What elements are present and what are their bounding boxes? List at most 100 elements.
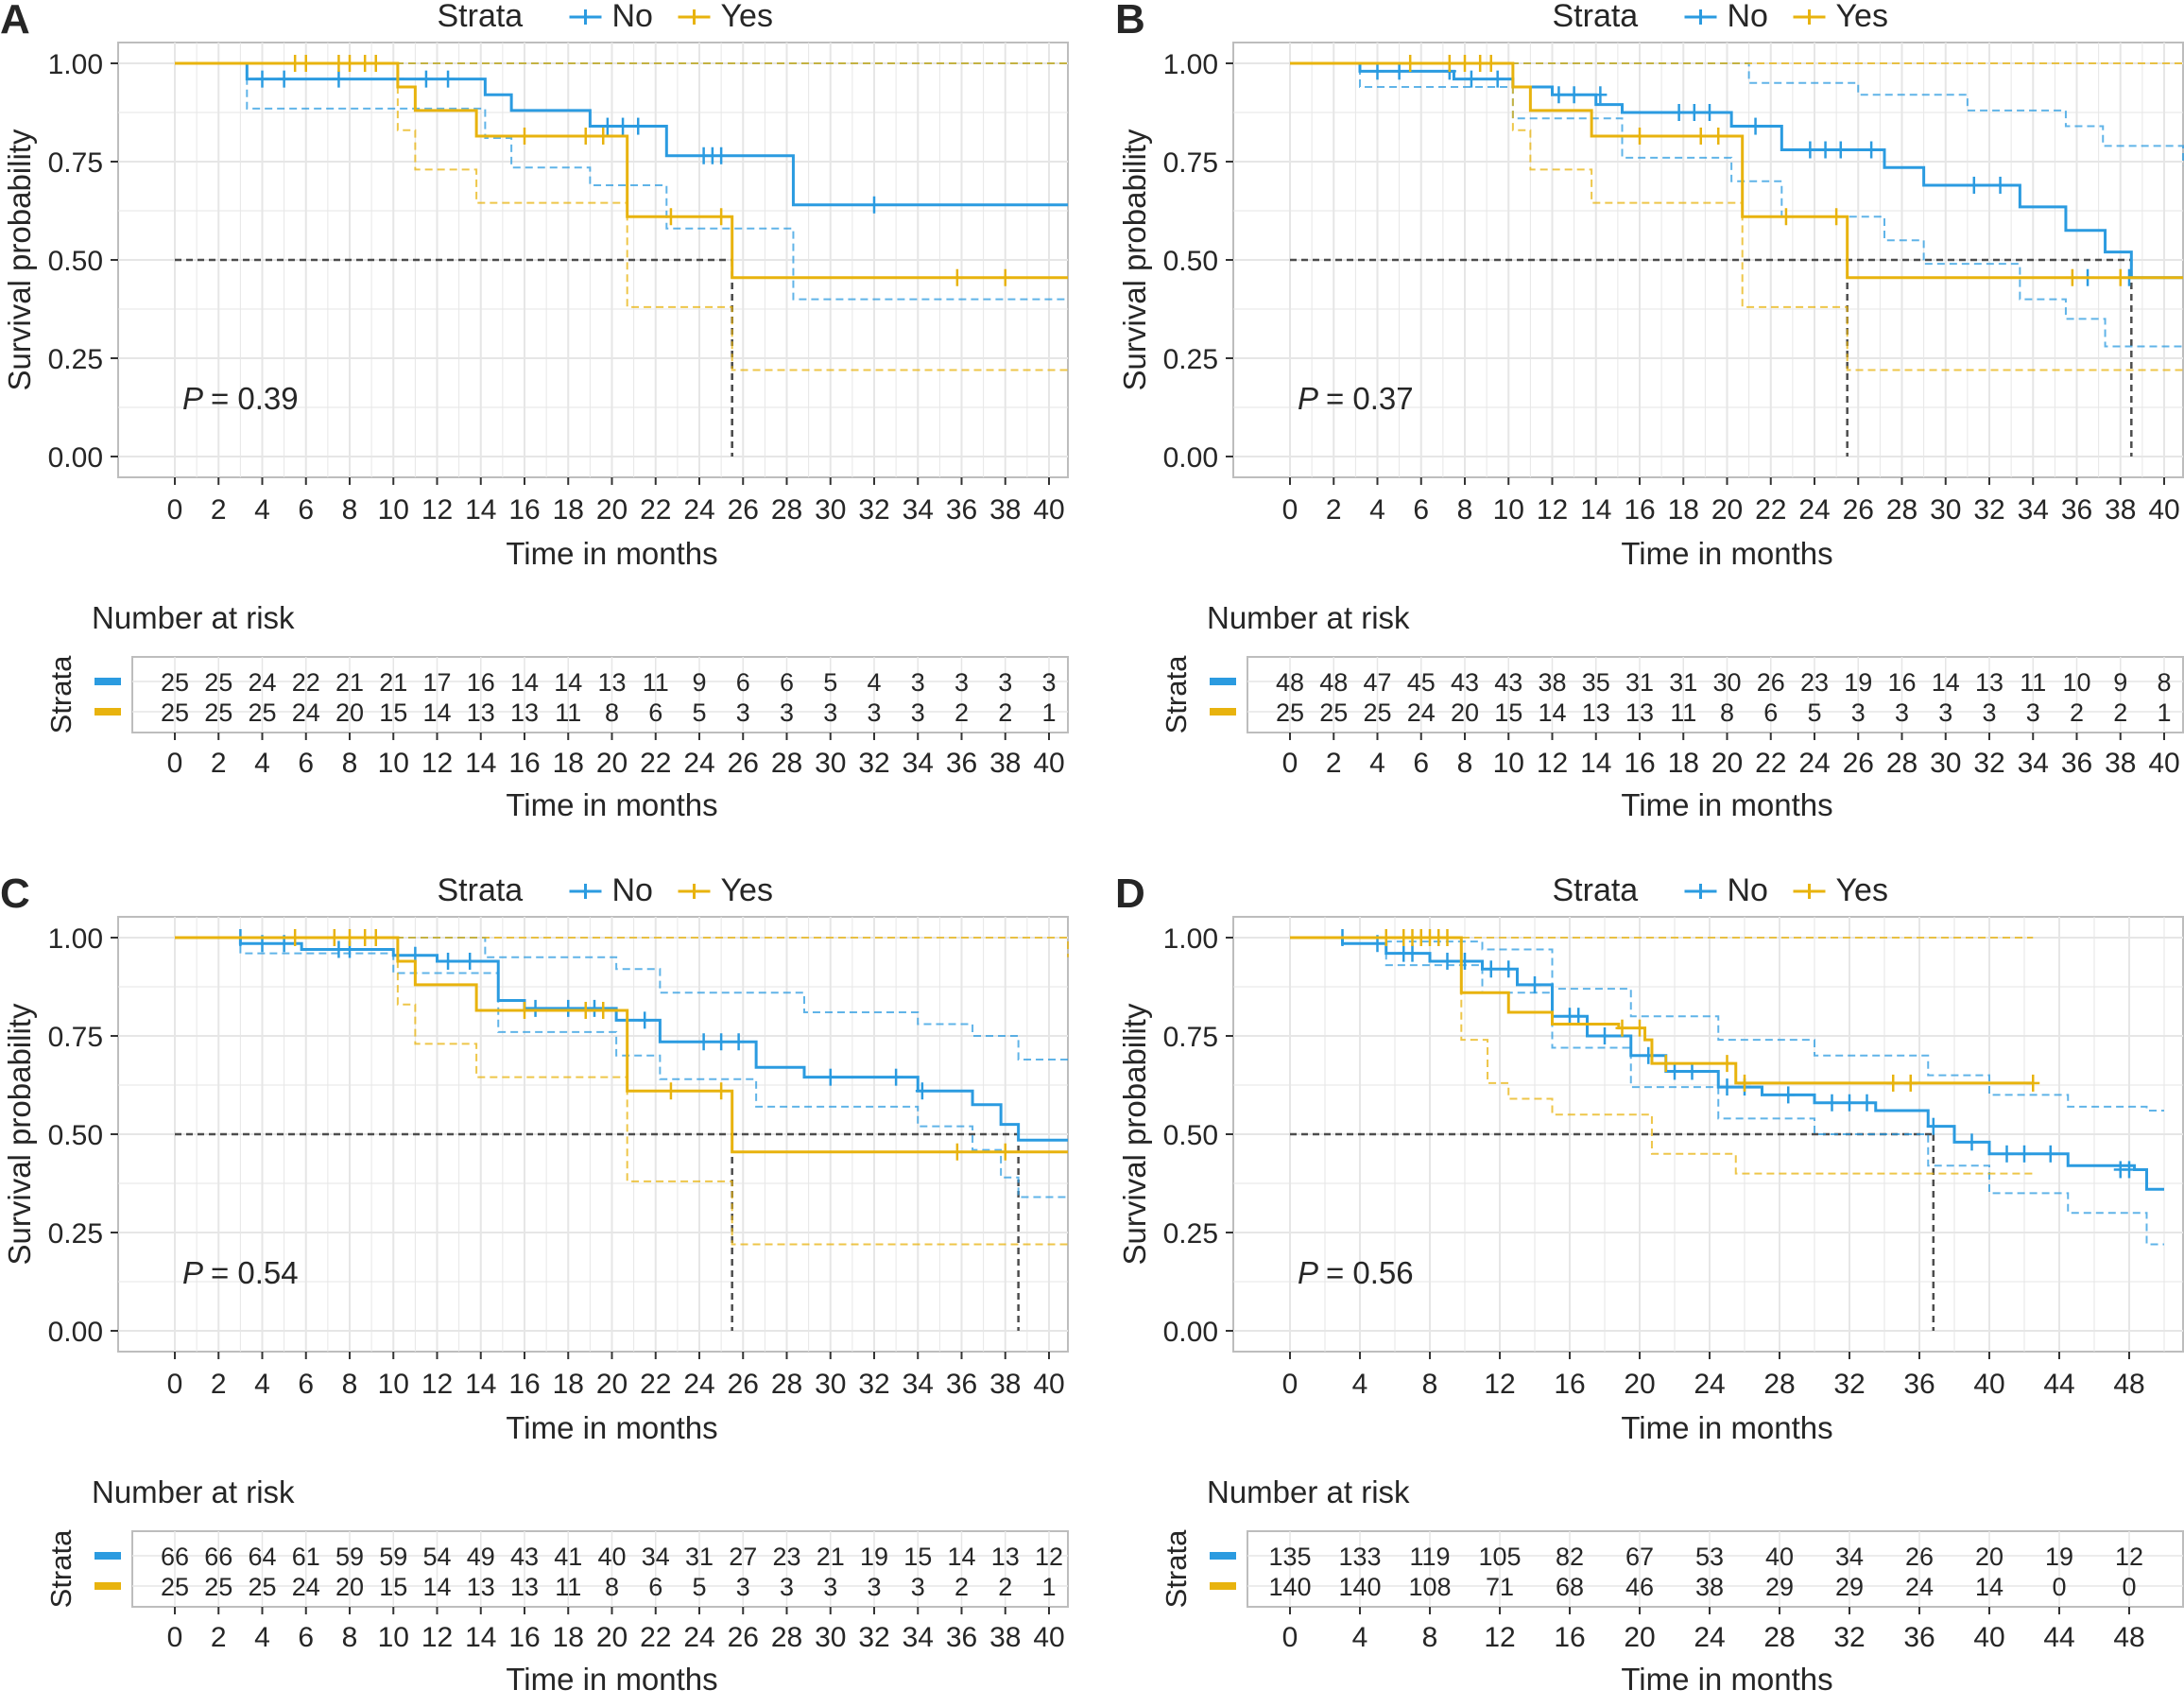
risk-value-no: 19 — [1844, 668, 1872, 697]
risk-value-no: 49 — [467, 1543, 495, 1571]
risk-y-axis-title: Strata — [1160, 1529, 1193, 1608]
x-tick-label: 38 — [2105, 494, 2136, 526]
risk-x-tick-label: 44 — [2043, 1622, 2074, 1653]
x-tick-label: 20 — [596, 494, 628, 526]
legend: Strata No Yes — [438, 872, 773, 908]
x-tick-label: 20 — [596, 1369, 628, 1400]
legend: Strata No Yes — [1553, 872, 1888, 908]
x-tick-label: 8 — [342, 1369, 358, 1400]
risk-x-tick-label: 10 — [1493, 748, 1524, 779]
x-tick-label: 2 — [211, 1369, 227, 1400]
risk-x-tick-label: 26 — [1843, 748, 1874, 779]
risk-value-yes: 3 — [823, 698, 837, 727]
risk-value-yes: 3 — [2026, 698, 2040, 727]
risk-value-yes: 13 — [510, 1573, 539, 1601]
risk-legend-key-yes — [1210, 708, 1236, 716]
y-axis-title: Survival probability — [2, 129, 37, 390]
y-tick-label: 0.75 — [1163, 147, 1218, 179]
risk-value-yes: 3 — [823, 1573, 837, 1601]
risk-value-yes: 2 — [954, 698, 969, 727]
risk-x-tick-label: 48 — [2113, 1622, 2144, 1653]
risk-value-yes: 8 — [1720, 698, 1734, 727]
risk-x-axis-title: Time in months — [1621, 787, 1832, 822]
y-tick-label: 0.75 — [48, 1022, 103, 1053]
x-tick-label: 32 — [1973, 494, 2004, 526]
risk-value-no: 27 — [729, 1543, 757, 1571]
risk-x-tick-label: 12 — [421, 1622, 453, 1653]
risk-value-yes: 25 — [161, 1573, 189, 1601]
x-tick-label: 6 — [1413, 494, 1429, 526]
x-tick-label: 34 — [2018, 494, 2049, 526]
risk-value-yes: 68 — [1556, 1573, 1584, 1601]
x-tick-label: 8 — [342, 494, 358, 526]
risk-x-tick-label: 22 — [1755, 748, 1786, 779]
x-tick-label: 12 — [1484, 1369, 1515, 1400]
x-tick-label: 20 — [1711, 494, 1743, 526]
risk-legend-key-no — [1210, 1552, 1236, 1560]
risk-value-no: 59 — [379, 1543, 407, 1571]
x-tick-label: 28 — [1886, 494, 1917, 526]
ci-lower-yes — [1290, 62, 2183, 371]
y-tick-label: 0.25 — [1163, 1218, 1218, 1250]
x-tick-label: 12 — [421, 494, 453, 526]
p-value: P = 0.37 — [1298, 381, 1414, 416]
risk-value-no: 15 — [903, 1543, 932, 1571]
legend-title: Strata — [438, 0, 524, 34]
risk-value-yes: 1 — [1041, 1573, 1056, 1601]
risk-value-yes: 20 — [335, 698, 364, 727]
x-tick-label: 40 — [2148, 494, 2179, 526]
panel-label: D — [1115, 871, 1145, 917]
risk-value-no: 19 — [860, 1543, 888, 1571]
legend-label-yes: Yes — [1836, 872, 1888, 908]
x-tick-label: 6 — [298, 494, 314, 526]
risk-value-no: 4 — [867, 668, 881, 697]
panel-label: B — [1115, 0, 1145, 43]
risk-value-no: 38 — [1538, 668, 1566, 697]
x-tick-label: 18 — [1668, 494, 1699, 526]
risk-x-tick-label: 26 — [728, 748, 759, 779]
risk-value-yes: 25 — [248, 1573, 276, 1601]
risk-x-tick-label: 8 — [1422, 1622, 1438, 1653]
risk-value-no: 3 — [998, 668, 1012, 697]
risk-value-no: 22 — [292, 668, 320, 697]
p-value: P = 0.39 — [182, 381, 299, 416]
legend-title: Strata — [1553, 0, 1639, 34]
risk-value-no: 34 — [642, 1543, 670, 1571]
risk-value-yes: 13 — [467, 1573, 495, 1601]
risk-table-panel — [131, 656, 1069, 733]
risk-x-tick-label: 10 — [378, 748, 409, 779]
risk-x-tick-label: 26 — [728, 1622, 759, 1653]
risk-x-tick-label: 16 — [508, 748, 540, 779]
risk-value-no: 66 — [161, 1543, 189, 1571]
risk-value-no: 6 — [736, 668, 750, 697]
risk-value-yes: 6 — [648, 698, 662, 727]
risk-x-tick-label: 6 — [298, 748, 314, 779]
risk-value-yes: 3 — [1938, 698, 1952, 727]
x-tick-label: 0 — [167, 1369, 183, 1400]
risk-value-no: 24 — [248, 668, 276, 697]
risk-value-yes: 25 — [1319, 698, 1348, 727]
legend-label-no: No — [612, 872, 653, 908]
risk-value-yes: 1 — [2157, 698, 2171, 727]
risk-value-no: 20 — [1975, 1543, 2003, 1571]
risk-value-no: 16 — [1887, 668, 1916, 697]
risk-value-no: 6 — [780, 668, 794, 697]
risk-value-yes: 14 — [1538, 698, 1566, 727]
risk-value-yes: 3 — [911, 1573, 925, 1601]
risk-x-tick-label: 28 — [771, 748, 802, 779]
y-tick-label: 0.25 — [1163, 344, 1218, 375]
x-tick-label: 4 — [1369, 494, 1385, 526]
ci-lower-no — [175, 62, 1068, 301]
risk-value-yes: 140 — [1268, 1573, 1311, 1601]
risk-value-no: 54 — [422, 1543, 451, 1571]
risk-x-tick-label: 40 — [1033, 1622, 1064, 1653]
y-tick-label: 0.25 — [48, 1218, 103, 1250]
risk-value-no: 26 — [1757, 668, 1785, 697]
risk-value-yes: 3 — [780, 698, 794, 727]
risk-value-no: 5 — [823, 668, 837, 697]
legend-label-no: No — [1728, 872, 1768, 908]
risk-value-yes: 6 — [648, 1573, 662, 1601]
risk-value-yes: 14 — [1975, 1573, 2003, 1601]
risk-x-tick-label: 16 — [1624, 748, 1655, 779]
